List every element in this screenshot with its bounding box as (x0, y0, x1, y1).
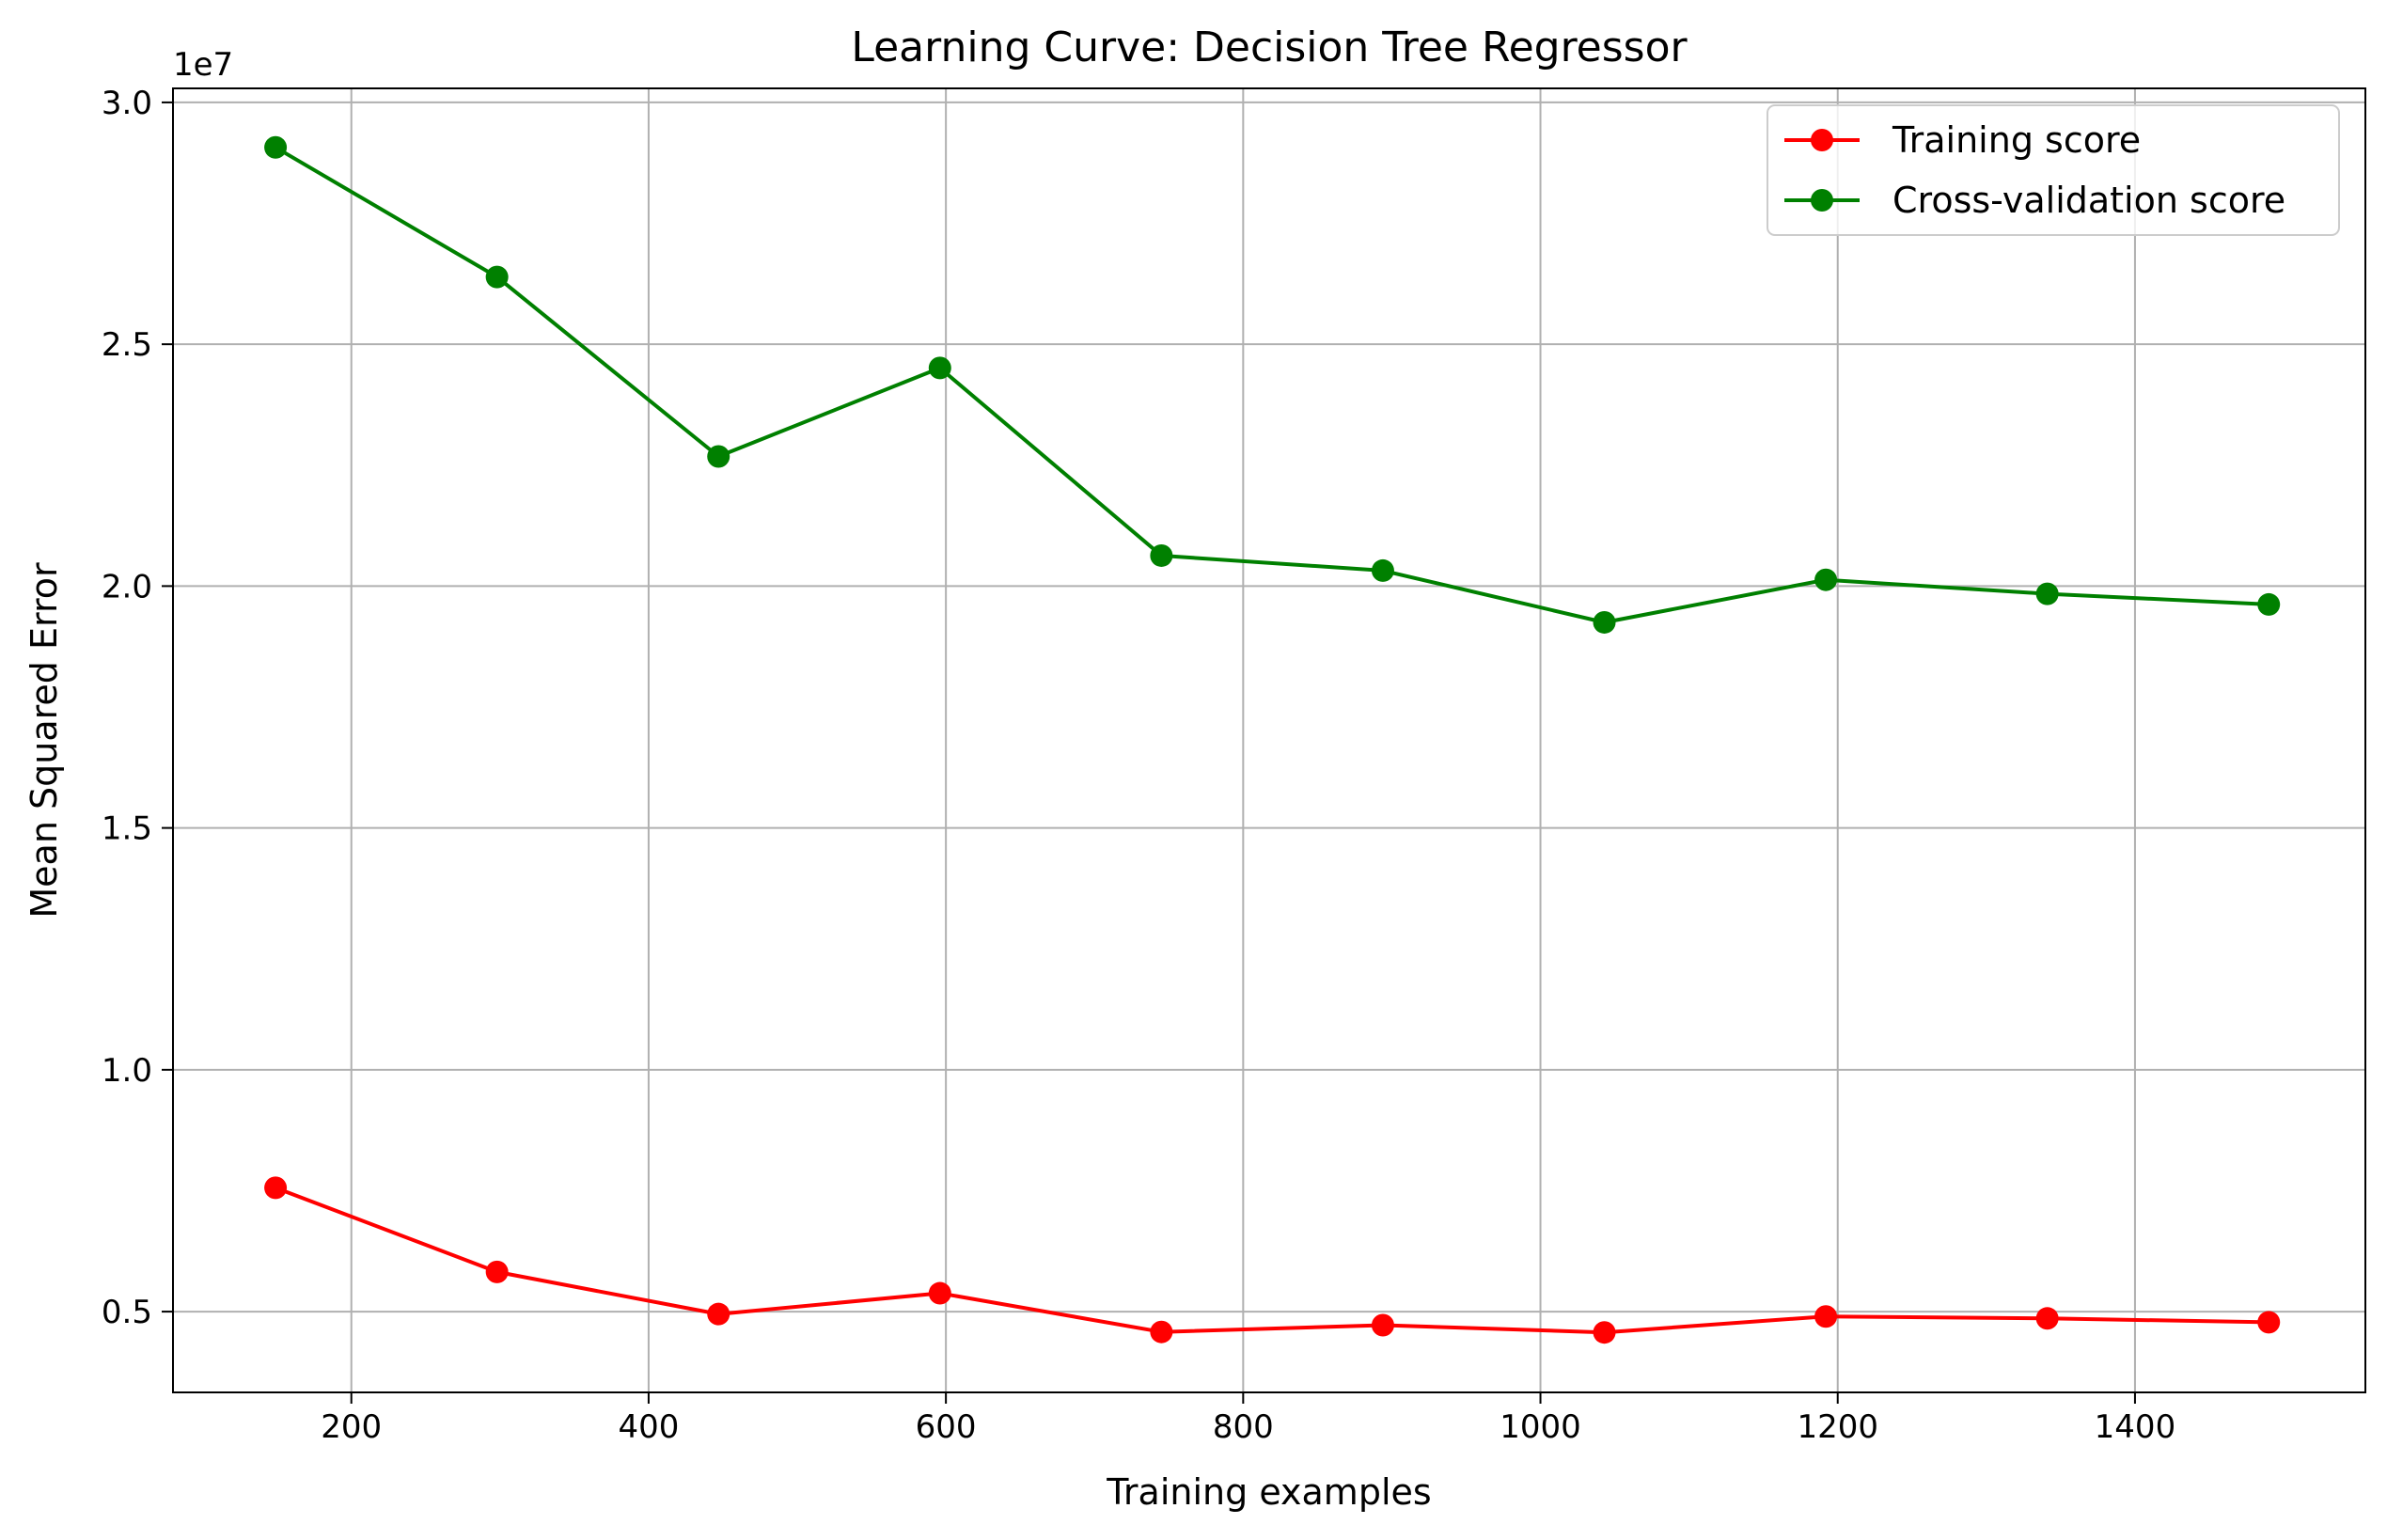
training-score-point (1150, 1320, 1173, 1344)
cross-validation-score-point (2035, 582, 2059, 605)
y-axis-label: Mean Squared Error (24, 562, 65, 919)
training-score-point (264, 1176, 288, 1200)
cross-validation-score-line (275, 146, 2269, 624)
cross-validation-score-point (1150, 543, 1173, 567)
legend: Training score Cross-validation score (1767, 104, 2340, 236)
y-tick-label: 0.5 (102, 1294, 152, 1331)
cross-validation-score-point (264, 135, 288, 159)
training-score-point (2257, 1311, 2281, 1334)
y-tick-label: 2.0 (102, 568, 152, 605)
x-tick-label: 800 (1213, 1408, 1274, 1446)
x-tick-label: 600 (916, 1408, 977, 1446)
cross-validation-score-point (707, 445, 730, 468)
grid (173, 88, 2365, 1392)
x-axis-label: Training examples (1106, 1471, 1431, 1513)
y-tick-label: 1.5 (102, 810, 152, 848)
x-tick-label: 400 (618, 1408, 679, 1446)
legend-box (1767, 104, 2340, 236)
y-tick-label: 1.0 (102, 1052, 152, 1090)
axis-ticks: 200 400 600 800 1000 1200 1400 0.5 1.0 1.5 2.0 2.5 3… (102, 85, 2175, 1446)
x-tick-label: 1200 (1797, 1408, 1878, 1446)
cross-validation-score-point (1371, 558, 1394, 582)
legend-training-score-marker (1811, 129, 1833, 151)
training-score-point (1371, 1313, 1394, 1337)
training-score-series (264, 1176, 2281, 1344)
x-tick-label: 1400 (2095, 1408, 2176, 1446)
legend-training-score-label: Training score (1892, 119, 2141, 161)
y-axis-offset-label: 1e7 (173, 46, 233, 84)
training-score-point (1593, 1321, 1616, 1344)
series-layer (264, 135, 2281, 1344)
training-score-point (928, 1281, 951, 1305)
training-score-point (1814, 1305, 1838, 1328)
legend-cross-validation-score-marker (1811, 189, 1833, 212)
plot-frame (172, 87, 2366, 1393)
training-score-point (2035, 1307, 2059, 1330)
cross-validation-score-point (485, 265, 509, 289)
x-tick-label: 200 (321, 1408, 382, 1446)
y-tick-label: 3.0 (102, 85, 152, 122)
chart-title: Learning Curve: Decision Tree Regressor (851, 24, 1688, 71)
y-tick-label: 2.5 (102, 326, 152, 364)
cross-validation-score-point (1593, 610, 1616, 634)
training-score-line (275, 1186, 2269, 1335)
x-tick-label: 1000 (1500, 1408, 1581, 1446)
training-score-point (707, 1302, 730, 1326)
cross-validation-score-point (928, 356, 951, 380)
cross-validation-score-series (264, 135, 2281, 634)
cross-validation-score-point (2257, 592, 2281, 616)
training-score-point (485, 1260, 509, 1283)
legend-cross-validation-score-label: Cross-validation score (1892, 180, 2285, 221)
cross-validation-score-point (1814, 568, 1838, 591)
